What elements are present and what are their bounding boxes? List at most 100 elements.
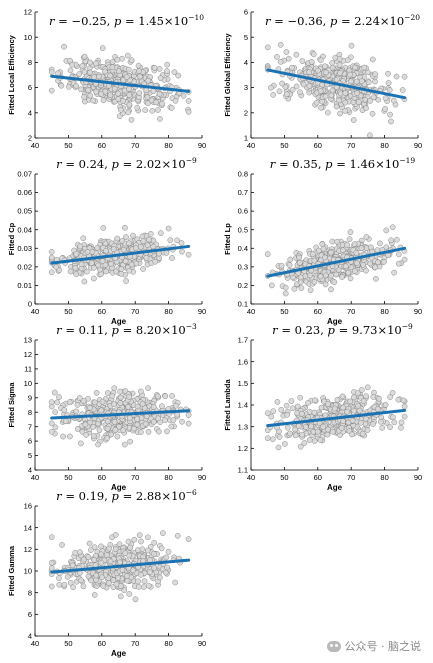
data-point <box>274 54 280 60</box>
x-tick-label: 40 <box>31 473 39 482</box>
data-point <box>298 285 305 291</box>
fit-line <box>50 244 191 265</box>
data-point <box>372 264 378 271</box>
data-point <box>386 87 393 93</box>
data-point <box>99 398 106 405</box>
data-point <box>164 428 170 435</box>
p-exponent: −6 <box>186 488 197 497</box>
data-point <box>369 56 376 63</box>
data-point <box>124 573 130 579</box>
data-point <box>146 236 152 243</box>
data-point <box>48 560 55 566</box>
p-value: = 2.02×10 <box>119 157 186 171</box>
y-axis-label: Fitted Cp <box>7 222 16 255</box>
data-point <box>277 58 284 65</box>
data-point <box>173 402 179 409</box>
y-tick-label: 8 <box>28 58 32 67</box>
data-point <box>337 90 344 97</box>
y-tick-label: 4 <box>28 466 32 475</box>
data-point <box>93 572 100 579</box>
data-point <box>116 541 123 548</box>
y-tick-label: 10 <box>24 567 32 576</box>
data-point <box>156 250 162 257</box>
data-point <box>398 419 405 426</box>
data-point <box>115 90 121 97</box>
data-point <box>324 109 331 116</box>
data-point <box>139 233 146 240</box>
data-point <box>85 87 92 94</box>
data-point <box>109 393 116 399</box>
data-point <box>363 393 369 400</box>
data-point <box>170 417 177 423</box>
data-point <box>175 72 182 79</box>
p-symbol: p <box>325 157 333 171</box>
r-value: = 0.23, <box>278 323 328 337</box>
y-tick-label: 0.4 <box>238 244 248 253</box>
data-point <box>393 73 400 80</box>
x-tick-label: 50 <box>64 473 72 482</box>
p-value: = 1.45×10 <box>121 14 188 28</box>
data-point <box>169 255 175 261</box>
data-point <box>69 61 76 68</box>
data-point <box>317 273 324 280</box>
data-point <box>48 534 55 541</box>
data-point <box>157 75 164 81</box>
data-point <box>289 86 296 93</box>
data-point <box>98 91 104 97</box>
data-point <box>100 583 107 590</box>
data-point <box>331 279 338 285</box>
chart-panel-2: 40 50 60 70 80 90 1 2 3 4 5 6 Fitted Global Efficien… <box>223 8 422 150</box>
x-tick-label: 90 <box>414 473 422 482</box>
data-point <box>154 393 161 400</box>
data-point <box>348 78 354 85</box>
data-point <box>67 579 74 586</box>
p-value: = 9.73×10 <box>335 323 402 337</box>
data-point <box>401 256 408 263</box>
data-point <box>342 263 349 270</box>
data-point <box>401 73 408 80</box>
y-axis-label: Fitted Global Efficiency <box>223 33 232 117</box>
fit-line <box>266 246 407 278</box>
data-point <box>79 428 86 435</box>
data-point <box>102 68 108 75</box>
data-point <box>126 591 133 597</box>
data-point <box>270 436 276 443</box>
y-tick-label: 0.06 <box>17 188 32 197</box>
data-point <box>317 57 324 64</box>
scatter-points <box>264 224 408 297</box>
data-point <box>117 394 124 401</box>
p-symbol: p <box>328 323 336 337</box>
data-point <box>333 103 340 110</box>
y-tick-label: 12 <box>24 350 32 359</box>
y-tick-label: 4 <box>28 632 32 641</box>
data-point <box>165 225 172 232</box>
y-axis-label: Fitted Lp <box>223 223 232 255</box>
data-point <box>90 97 97 104</box>
r-value: = 0.11, <box>62 323 112 337</box>
data-point <box>185 251 192 258</box>
data-point <box>131 425 137 432</box>
y-axis-label: Fitted Local Efficiency <box>7 34 16 114</box>
data-point <box>78 86 84 93</box>
data-point <box>108 431 114 438</box>
data-point <box>81 94 87 100</box>
data-point <box>70 584 76 591</box>
stat-annotation: r = −0.36, p = 2.24×10−20 <box>265 13 420 28</box>
data-point <box>56 575 62 581</box>
y-tick-label: 0 <box>28 300 32 309</box>
data-point <box>110 246 117 252</box>
data-point <box>323 69 329 76</box>
data-point <box>48 269 55 276</box>
data-point <box>351 268 358 274</box>
data-point <box>152 258 159 265</box>
data-point <box>142 107 149 113</box>
data-point <box>116 559 123 566</box>
data-point <box>185 536 192 542</box>
y-tick-label: 0.8 <box>238 170 248 179</box>
y-tick-label: 0.2 <box>238 281 248 290</box>
x-tick-label: 70 <box>131 307 139 316</box>
x-tick-label: 90 <box>414 141 422 150</box>
p-exponent: −9 <box>186 156 197 165</box>
data-point <box>360 398 367 404</box>
data-point <box>308 59 315 65</box>
